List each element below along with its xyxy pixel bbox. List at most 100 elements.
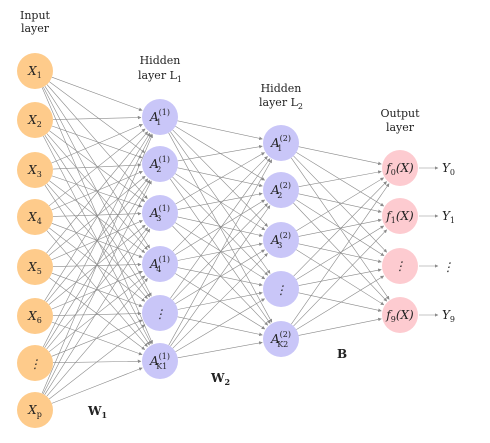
- input-node-5-label: X5: [27, 260, 42, 276]
- w2-edge-2-0: [175, 152, 265, 205]
- hidden1-node-2: A(1) 2: [142, 146, 178, 182]
- input-node-1: X1: [17, 53, 53, 89]
- output-node-2-label: f1(X): [385, 209, 414, 225]
- hidden2-title-sub: 2: [298, 102, 303, 111]
- b-edge-2-3: [296, 249, 385, 306]
- w1-edge-7-5: [51, 367, 143, 404]
- output-node-1-circle: [382, 150, 418, 186]
- w2-edge-5-3: [175, 298, 266, 353]
- hidden2-node-4-circle: [263, 271, 299, 307]
- b-edge-1-3: [293, 202, 388, 302]
- hidden1-node-6-circle: [142, 343, 178, 379]
- weight-w1-text: W: [87, 404, 102, 418]
- output-node-3-circle: [382, 248, 418, 284]
- hidden2-node-1: A(2) 1: [263, 125, 299, 161]
- w2-edge-3-1: [175, 199, 266, 255]
- hidden1-node-4-circle: [142, 246, 178, 282]
- input-node-6-label: X6: [27, 309, 42, 325]
- b-edge-4-0: [291, 183, 390, 325]
- hidden2-title-text: layer L: [259, 96, 299, 109]
- w1-edge-4-0: [46, 131, 149, 254]
- b-edge-4-3: [298, 317, 382, 336]
- w2-edge-1-1: [177, 167, 263, 188]
- hidden1-node-1-label: A(1) 1: [149, 108, 170, 127]
- hidden2-node-5: A(2) K2: [263, 321, 299, 357]
- w2-edge-2-1: [177, 192, 263, 210]
- b-edge-3-2: [298, 268, 382, 286]
- w1-edge-7-4: [49, 324, 146, 400]
- weight-w2-text: W: [210, 371, 225, 385]
- w1-edge-4-4: [51, 272, 143, 307]
- b-edge-4-1: [293, 229, 388, 327]
- hidden1-node-4-label: A(1) 4: [149, 255, 170, 274]
- w1-edge-2-1: [52, 163, 142, 170]
- hidden1-node-3: A(1) 3: [142, 195, 178, 231]
- w1-edge-7-3: [46, 278, 148, 397]
- input-node-8: Xp: [17, 392, 53, 428]
- hidden1-node-3-label: A(1) 3: [149, 204, 170, 223]
- w1-edge-7-2: [44, 228, 151, 395]
- hidden1-node-6-label: A(1) K1: [149, 352, 170, 371]
- output-node-3-label: ⋮: [394, 259, 406, 273]
- w1-edge-0-1: [49, 81, 146, 153]
- w2-edge-1-0: [177, 144, 263, 162]
- hidden2-node-3-label: A(2) 3: [270, 231, 291, 250]
- w1-edge-7-1: [42, 180, 152, 395]
- b-edge-1-0: [298, 170, 382, 187]
- w2-edge-0-0: [177, 120, 263, 141]
- input-node-6: X6: [17, 298, 53, 334]
- output-y-label-2: Y1: [442, 209, 455, 225]
- input-node-7-circle: [17, 345, 53, 381]
- input-node-3: X3: [17, 152, 53, 188]
- weight-w1-sub: 1: [101, 410, 107, 420]
- hidden2-node-3-circle: [263, 222, 299, 258]
- b-edge-3-1: [296, 225, 385, 280]
- output-y-label-3: ⋮: [442, 260, 454, 274]
- w1-edge-3-0: [48, 128, 146, 207]
- hidden1-node-3-circle: [142, 195, 178, 231]
- hidden1-node-5-label: ⋮: [154, 307, 166, 321]
- w1-edge-5-0: [44, 132, 151, 301]
- output-y-label-4: Y9: [442, 308, 455, 324]
- output-node-2-circle: [382, 198, 418, 234]
- input-node-7-label: ⋮: [29, 357, 41, 371]
- hidden1-node-6: A(1) K1: [142, 343, 178, 379]
- hidden1-node-4: A(1) 4: [142, 246, 178, 282]
- b-edge-3-3: [298, 292, 382, 312]
- input-node-1-label: X1: [27, 64, 42, 80]
- weight-w2-label: W2: [210, 371, 230, 387]
- output-node-2: f1(X): [382, 198, 418, 234]
- input-node-2: X2: [17, 102, 53, 138]
- weight-w1-label: W1: [87, 404, 107, 420]
- hidden1-node-5: ⋮: [142, 295, 178, 331]
- connections: [41, 76, 439, 404]
- output-node-3: ⋮: [382, 248, 418, 284]
- b-edge-4-2: [296, 275, 385, 330]
- hidden1-title-sub: 1: [177, 75, 182, 84]
- hidden1-node-5-circle: [142, 295, 178, 331]
- w1-edge-5-4: [52, 311, 142, 316]
- hidden2-node-5-circle: [263, 321, 299, 357]
- weight-b-label: B: [337, 347, 347, 361]
- input-layer-title-line2: layer: [21, 22, 50, 35]
- input-node-8-circle: [17, 392, 53, 428]
- w2-edge-1-3: [172, 176, 269, 276]
- b-edge-3-0: [293, 181, 387, 277]
- w2-edge-0-3: [170, 131, 271, 274]
- hidden2-node-4-label: ⋮: [275, 283, 287, 297]
- output-node-4: f9(X): [382, 297, 418, 333]
- input-node-2-label: X2: [27, 113, 42, 129]
- w1-edge-1-1: [51, 125, 143, 159]
- input-node-8-label: Xp: [27, 403, 42, 419]
- input-node-3-label: X3: [27, 163, 42, 179]
- hidden2-node-2-label: A(2) 2: [270, 181, 291, 200]
- w1-edge-7-0: [41, 134, 153, 394]
- input-node-3-circle: [17, 152, 53, 188]
- w2-edge-4-0: [170, 158, 271, 299]
- w2-edge-4-4: [177, 316, 263, 337]
- hidden1-node-2-circle: [142, 146, 178, 182]
- w2-edge-2-3: [175, 222, 266, 280]
- input-node-7: ⋮: [17, 345, 53, 381]
- b-edge-2-1: [298, 218, 382, 237]
